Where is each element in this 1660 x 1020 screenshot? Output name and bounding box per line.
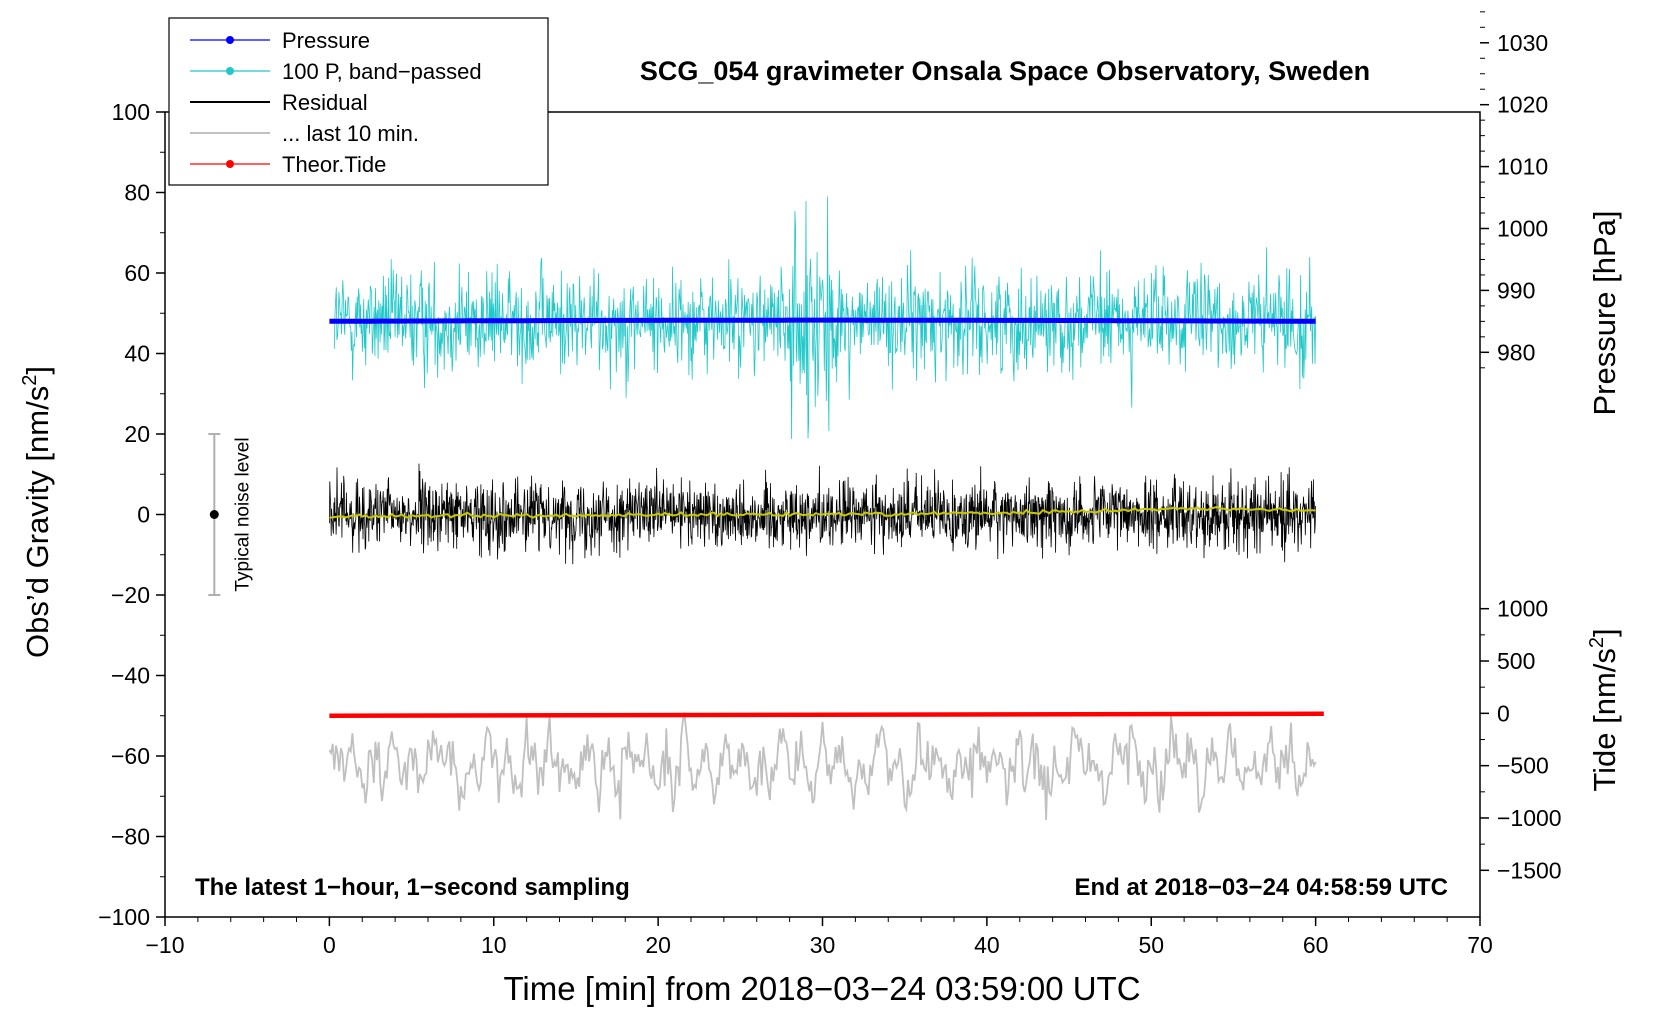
series-residual-line <box>329 463 1316 565</box>
pressure-tick-label: 1020 <box>1497 92 1548 118</box>
legend-entry-pressure: Pressure <box>190 28 370 53</box>
y-axis-label-tide: Tide [nm/s2] <box>1586 628 1622 791</box>
tide-tick-label: −1000 <box>1497 805 1562 831</box>
tide-tick-label: −1500 <box>1497 857 1562 883</box>
pressure-tick-label: 1010 <box>1497 154 1548 180</box>
y-tick-label: 100 <box>112 99 150 125</box>
series-residual-smoothed-line <box>329 505 1316 519</box>
noise-bar-center <box>209 510 219 519</box>
series-tide-line <box>329 711 1324 718</box>
chart-title: SCG_054 gravimeter Onsala Space Observat… <box>640 56 1370 86</box>
pressure-tick-label: 1030 <box>1497 30 1548 56</box>
x-tick-label: 60 <box>1303 932 1329 958</box>
legend-label-tide: Theor.Tide <box>282 152 386 177</box>
legend-label-bandpassed: 100 P, band−passed <box>282 59 482 84</box>
y-tick-label: −60 <box>111 743 150 769</box>
y-tick-label: −80 <box>111 824 150 850</box>
series-last10-line <box>328 712 1317 820</box>
x-tick-label: 10 <box>481 932 507 958</box>
legend: Pressure 100 P, band−passed Residual ...… <box>168 17 549 186</box>
legend-label-residual: Residual <box>282 90 368 115</box>
axes-layer: −10 0 10 20 30 40 50 60 70−100−80−60−40−20020406… <box>98 11 1562 958</box>
legend-label-last10: ... last 10 min. <box>282 121 419 146</box>
tide-tick-label: 0 <box>1497 700 1510 726</box>
pressure-tick-label: 1000 <box>1497 216 1548 242</box>
legend-marker-bandpassed <box>226 67 234 75</box>
legend-entry-bandpassed: 100 P, band−passed <box>190 59 482 84</box>
x-tick-label: 70 <box>1467 932 1493 958</box>
y-tick-label: 40 <box>124 341 150 367</box>
noise-bar <box>208 433 221 596</box>
legend-marker-pressure <box>226 36 234 44</box>
series-pressure-line <box>329 317 1316 324</box>
series-layer <box>328 196 1324 820</box>
x-tick-label: 40 <box>974 932 1000 958</box>
y-axis-label-pressure: Pressure [hPa] <box>1587 210 1622 415</box>
tide-tick-label: 500 <box>1497 648 1535 674</box>
tide-tick-label: 1000 <box>1497 596 1548 622</box>
legend-entry-residual: Residual <box>190 90 368 115</box>
legend-marker-tide <box>226 160 234 168</box>
series-bandpassed-line <box>333 196 1316 439</box>
x-axis-label: Time [min] from 2018−03−24 03:59:00 UTC <box>503 970 1140 1007</box>
x-tick-label: 30 <box>810 932 836 958</box>
legend-entry-tide: Theor.Tide <box>190 152 386 177</box>
y-tick-label: −100 <box>98 904 150 930</box>
y-tick-label: −40 <box>111 663 150 689</box>
annotation-bottom-right: End at 2018−03−24 04:58:59 UTC <box>1074 874 1448 901</box>
pressure-tick-label: 980 <box>1497 339 1535 365</box>
legend-entry-last10: ... last 10 min. <box>190 121 419 146</box>
y-tick-label: 20 <box>124 421 150 447</box>
x-tick-label: 50 <box>1138 932 1164 958</box>
tide-tick-label: −500 <box>1497 753 1549 779</box>
x-tick-label: −10 <box>145 932 184 958</box>
x-tick-label: 0 <box>323 932 336 958</box>
x-tick-label: 20 <box>645 932 671 958</box>
y-axis-label-gravity: Obs’d Gravity [nm/s2] <box>19 366 55 658</box>
pressure-tick-label: 990 <box>1497 277 1535 303</box>
annotation-bottom-left: The latest 1−hour, 1−second sampling <box>195 874 630 901</box>
noise-bar-label: Typical noise level <box>232 437 253 591</box>
legend-label-pressure: Pressure <box>282 28 370 53</box>
y-tick-label: 80 <box>124 180 150 206</box>
y-tick-label: −20 <box>111 582 150 608</box>
y-tick-label: 0 <box>137 502 150 528</box>
y-tick-label: 60 <box>124 260 150 286</box>
